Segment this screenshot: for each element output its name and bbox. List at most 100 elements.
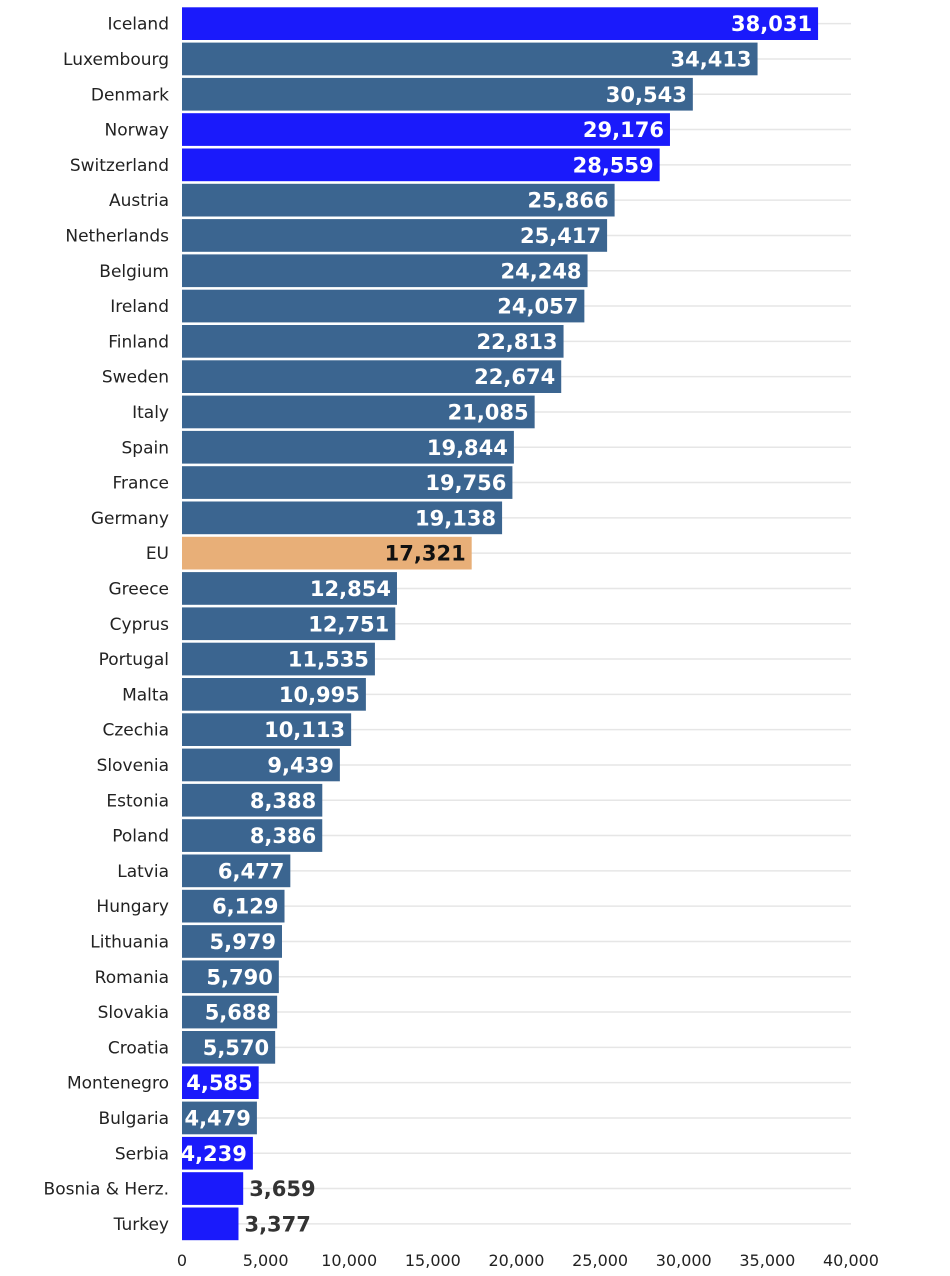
bar-latvia <box>182 854 291 888</box>
category-label-france: France <box>112 474 169 494</box>
bar-slovakia <box>182 995 278 1029</box>
category-label-slovakia: Slovakia <box>98 1003 169 1023</box>
bar-belgium <box>182 254 588 288</box>
category-label-spain: Spain <box>122 438 170 458</box>
value-label-belgium: 24,248 <box>501 259 582 283</box>
x-tick-label-20000: 20,000 <box>489 1251 545 1270</box>
category-label-poland: Poland <box>112 827 169 847</box>
category-label-iceland: Iceland <box>107 15 169 35</box>
value-label-slovakia: 5,688 <box>205 1001 271 1025</box>
bar-romania <box>182 960 279 994</box>
value-label-france: 19,756 <box>425 471 506 495</box>
bar-portugal <box>182 642 375 676</box>
category-label-denmark: Denmark <box>91 85 169 105</box>
bar-hungary <box>182 889 285 923</box>
x-tick-label-30000: 30,000 <box>656 1251 712 1270</box>
value-label-bulgaria: 4,479 <box>184 1106 250 1130</box>
value-label-ireland: 24,057 <box>497 295 578 319</box>
category-label-bulgaria: Bulgaria <box>99 1109 170 1129</box>
value-label-latvia: 6,477 <box>218 859 284 883</box>
value-label-netherlands: 25,417 <box>520 224 601 248</box>
bar-serbia <box>182 1136 253 1170</box>
value-label-estonia: 8,388 <box>250 789 316 813</box>
bar-cyprus <box>182 607 396 641</box>
category-label-latvia: Latvia <box>117 862 169 882</box>
category-label-sweden: Sweden <box>102 368 169 388</box>
value-label-spain: 19,844 <box>427 436 508 460</box>
value-label-switzerland: 28,559 <box>573 153 654 177</box>
category-label-malta: Malta <box>122 685 169 705</box>
bar-denmark <box>182 77 693 111</box>
category-label-romania: Romania <box>95 968 169 988</box>
category-label-montenegro: Montenegro <box>67 1074 169 1094</box>
category-label-lithuania: Lithuania <box>90 932 169 952</box>
bar-switzerland <box>182 148 660 182</box>
bar-luxembourg <box>182 42 758 76</box>
value-label-denmark: 30,543 <box>606 83 687 107</box>
bar-austria <box>182 183 615 217</box>
bar-iceland <box>182 7 819 41</box>
value-label-portugal: 11,535 <box>288 648 369 672</box>
value-label-montenegro: 4,585 <box>186 1071 252 1095</box>
value-label-greece: 12,854 <box>310 577 391 601</box>
bar-poland <box>182 819 323 852</box>
category-label-netherlands: Netherlands <box>65 226 169 246</box>
x-tick-label-15000: 15,000 <box>405 1251 461 1270</box>
category-label-switzerland: Switzerland <box>70 156 169 176</box>
bar-germany <box>182 501 503 535</box>
category-label-norway: Norway <box>105 121 170 141</box>
x-tick-label-0: 0 <box>177 1251 187 1270</box>
category-label-turkey: Turkey <box>113 1215 169 1235</box>
category-label-bosnia-and-herz: Bosnia & Herz. <box>44 1180 169 1200</box>
category-label-estonia: Estonia <box>106 791 169 811</box>
category-label-germany: Germany <box>91 509 169 529</box>
value-label-sweden: 22,674 <box>474 365 555 389</box>
value-label-finland: 22,813 <box>477 330 558 354</box>
value-label-poland: 8,386 <box>250 824 316 848</box>
bar-estonia <box>182 783 323 817</box>
value-labels: 38,031 34,413 30,543 29,176 28,559 25,866 25,4… <box>180 12 812 1236</box>
value-label-cyprus: 12,751 <box>308 612 389 636</box>
x-tick-label-25000: 25,000 <box>572 1251 628 1270</box>
value-label-luxembourg: 34,413 <box>671 47 752 71</box>
bar-finland <box>182 325 564 358</box>
bar-bulgaria <box>182 1101 257 1135</box>
category-label-czechia: Czechia <box>102 721 169 741</box>
x-tick-label-10000: 10,000 <box>321 1251 377 1270</box>
value-label-croatia: 5,570 <box>203 1036 269 1060</box>
bar-slovenia <box>182 748 340 782</box>
category-label-serbia: Serbia <box>115 1144 169 1164</box>
bar-netherlands <box>182 219 608 252</box>
category-label-luxembourg: Luxembourg <box>63 50 169 70</box>
x-axis: 0 5,000 10,000 15,000 20,000 25,000 30,000 35,0… <box>177 1251 879 1270</box>
bar-ireland <box>182 289 585 323</box>
x-tick-label-40000: 40,000 <box>823 1251 879 1270</box>
value-label-romania: 5,790 <box>206 965 272 989</box>
bar-malta <box>182 678 366 711</box>
category-label-italy: Italy <box>132 403 169 423</box>
value-label-turkey: 3,377 <box>244 1212 310 1236</box>
value-label-lithuania: 5,979 <box>210 930 276 954</box>
category-label-greece: Greece <box>108 579 169 599</box>
category-label-portugal: Portugal <box>99 650 169 670</box>
value-label-iceland: 38,031 <box>731 12 812 36</box>
category-label-croatia: Croatia <box>108 1038 169 1058</box>
bar-sweden <box>182 360 562 393</box>
value-label-bosnia-and-herz: 3,659 <box>249 1177 315 1201</box>
bar-lithuania <box>182 925 282 958</box>
category-label-slovenia: Slovenia <box>97 756 169 776</box>
bar-croatia <box>182 1031 276 1064</box>
x-tick-label-5000: 5,000 <box>243 1251 289 1270</box>
bar-spain <box>182 430 514 464</box>
bar-czechia <box>182 713 352 746</box>
category-label-belgium: Belgium <box>99 262 169 282</box>
bar-bosnia-and-herz <box>182 1172 244 1205</box>
bar-france <box>182 466 513 499</box>
bar-turkey <box>182 1207 239 1241</box>
bar-greece <box>182 572 397 605</box>
bar-italy <box>182 395 535 429</box>
value-label-germany: 19,138 <box>415 506 496 530</box>
value-label-czechia: 10,113 <box>264 718 345 742</box>
bar-eu <box>182 536 472 570</box>
value-label-hungary: 6,129 <box>212 895 278 919</box>
